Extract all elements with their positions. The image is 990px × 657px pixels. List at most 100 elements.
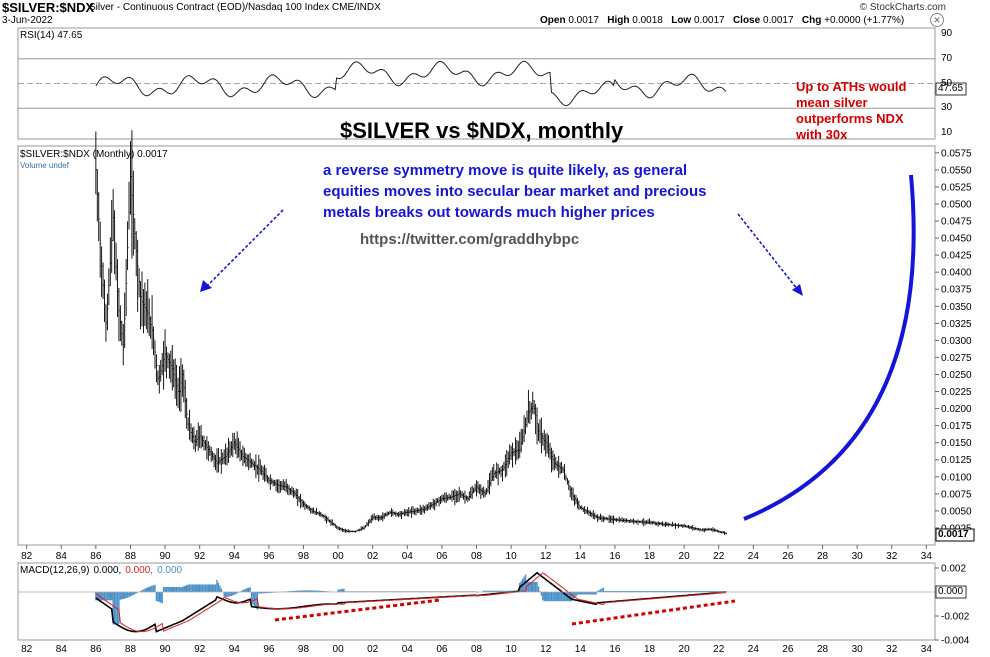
macd-x-tick-label: 22	[713, 644, 725, 655]
price-y-tick-label: 0.0375	[941, 285, 972, 296]
macd-x-tick-label: 84	[56, 644, 68, 655]
price-x-tick-label: 96	[263, 551, 275, 562]
macd-x-tick-label: 34	[921, 644, 933, 655]
macd-y-tick-label: 0.002	[941, 564, 966, 575]
macd-x-tick-label: 20	[679, 644, 691, 655]
macd-badge: 0.000	[938, 586, 964, 597]
macd-y-axis: 0.002 0.000 -0.002 -0.004	[935, 564, 970, 647]
macd-value: 0.000,	[93, 565, 122, 576]
price-y-tick-label: 0.0475	[941, 217, 972, 228]
twitter-url[interactable]: https://twitter.com/graddhybpc	[360, 231, 580, 248]
macd-x-tick-label: 06	[436, 644, 448, 655]
rsi-current-badge: 47.65	[938, 83, 964, 94]
macd-x-tick-label: 82	[21, 644, 33, 655]
price-x-tick-label: 84	[56, 551, 68, 562]
macd-x-tick-label: 00	[333, 644, 345, 655]
volume-label: Volume undef	[20, 161, 69, 170]
macd-x-tick-label: 28	[817, 644, 829, 655]
right-arrow-head	[792, 284, 803, 296]
macd-x-tick-label: 98	[298, 644, 310, 655]
price-x-tick-label: 24	[748, 551, 760, 562]
macd-x-tick-label: 02	[367, 644, 379, 655]
macd-x-tick-label: 18	[644, 644, 656, 655]
price-x-tick-label: 86	[90, 551, 102, 562]
macd-x-tick-label: 14	[575, 644, 587, 655]
macd-line	[95, 571, 726, 633]
price-x-tick-label: 30	[852, 551, 864, 562]
price-y-tick-label: 0.0425	[941, 251, 972, 262]
price-y-tick-label: 0.0100	[941, 472, 972, 483]
price-y-tick-label: 0.0575	[941, 148, 972, 159]
price-x-tick-label: 08	[471, 551, 483, 562]
macd-x-tick-label: 26	[782, 644, 794, 655]
price-y-tick-label: 0.0075	[941, 489, 972, 500]
rsi-level-label: 10	[941, 126, 953, 138]
price-x-tick-label: 14	[575, 551, 587, 562]
price-y-axis: 0.0575 0.0550 0.0525 0.0500 0.0475 0.0450 0.04…	[935, 148, 972, 534]
symbol-title: $SILVER:$NDX	[2, 0, 95, 15]
rsi-label: RSI(14) 47.65	[20, 30, 83, 41]
price-x-tick-label: 12	[540, 551, 552, 562]
ath-note: Up to ATHs would mean silver outperforms…	[796, 79, 907, 142]
price-x-tick-label: 94	[229, 551, 241, 562]
macd-x-tick-label: 10	[506, 644, 518, 655]
projected-curve	[743, 174, 916, 521]
price-y-tick-label: 0.0400	[941, 268, 972, 279]
right-arrow-line	[737, 213, 799, 291]
macd-panel-frame	[17, 562, 936, 641]
price-x-tick-label: 18	[644, 551, 656, 562]
macd-x-tick-label: 96	[263, 644, 275, 655]
hist-value: 0.000	[157, 565, 183, 576]
macd-y-tick-label: -0.002	[941, 612, 970, 623]
price-y-tick-label: 0.0325	[941, 319, 972, 330]
price-y-tick-label: 0.0250	[941, 370, 972, 381]
rsi-level-label: 50	[941, 77, 953, 89]
price-x-tick-label: 16	[609, 551, 621, 562]
price-x-tick-label: 88	[125, 551, 137, 562]
price-x-tick-label: 22	[713, 551, 725, 562]
macd-x-tick-label: 12	[540, 644, 552, 655]
price-x-tick-label: 98	[298, 551, 310, 562]
rsi-line	[95, 60, 727, 107]
rsi-levels	[18, 58, 935, 109]
price-x-tick-label: 82	[21, 551, 33, 562]
price-y-tick-label: 0.0450	[941, 234, 972, 245]
price-y-tick-label: 0.0225	[941, 387, 972, 398]
symmetry-note: a reverse symmetry move is quite likely,…	[323, 162, 707, 221]
macd-x-tick-label: 04	[402, 644, 414, 655]
brand-watermark: © StockCharts.com	[859, 2, 946, 13]
price-label: $SILVER:$NDX (Monthly) 0.0017	[20, 149, 168, 160]
left-arrow-line	[204, 209, 284, 289]
price-x-tick-label: 06	[436, 551, 448, 562]
price-x-tick-label: 10	[506, 551, 518, 562]
macd-x-tick-label: 86	[90, 644, 102, 655]
price-y-tick-label: 0.0500	[941, 199, 972, 210]
macd-x-tick-label: 32	[886, 644, 898, 655]
price-y-tick-label: 0.0200	[941, 404, 972, 415]
macd-prefix: MACD(12,26,9)	[20, 565, 90, 576]
macd-x-tick-label: 24	[748, 644, 760, 655]
price-x-tick-label: 34	[921, 551, 933, 562]
price-x-tick-label: 20	[679, 551, 691, 562]
close-icon[interactable]: ✕	[930, 13, 944, 27]
price-x-tick-label: 04	[402, 551, 414, 562]
signal-line	[95, 572, 726, 633]
last-price-badge: 0.0017	[938, 529, 969, 540]
ohlc-readout: Open 0.0017 High 0.0018 Low 0.0017 Close…	[540, 15, 905, 26]
price-x-tick-label: 26	[782, 551, 794, 562]
macd-x-tick-label: 92	[194, 644, 206, 655]
price-y-tick-label: 0.0125	[941, 455, 972, 466]
price-y-tick-label: 0.0300	[941, 336, 972, 347]
macd-y-tick-label: -0.004	[941, 636, 970, 647]
rsi-level-label: 90	[941, 28, 953, 40]
price-x-tick-label: 00	[333, 551, 345, 562]
signal-value: 0.000,	[125, 565, 154, 576]
price-x-tick-label: 92	[194, 551, 206, 562]
macd-x-tick-label: 30	[852, 644, 864, 655]
price-bars	[95, 130, 728, 535]
price-y-tick-label: 0.0150	[941, 438, 972, 449]
price-x-tick-label: 90	[160, 551, 172, 562]
macd-badge-box	[935, 585, 967, 599]
macd-x-tick-label: 90	[160, 644, 172, 655]
